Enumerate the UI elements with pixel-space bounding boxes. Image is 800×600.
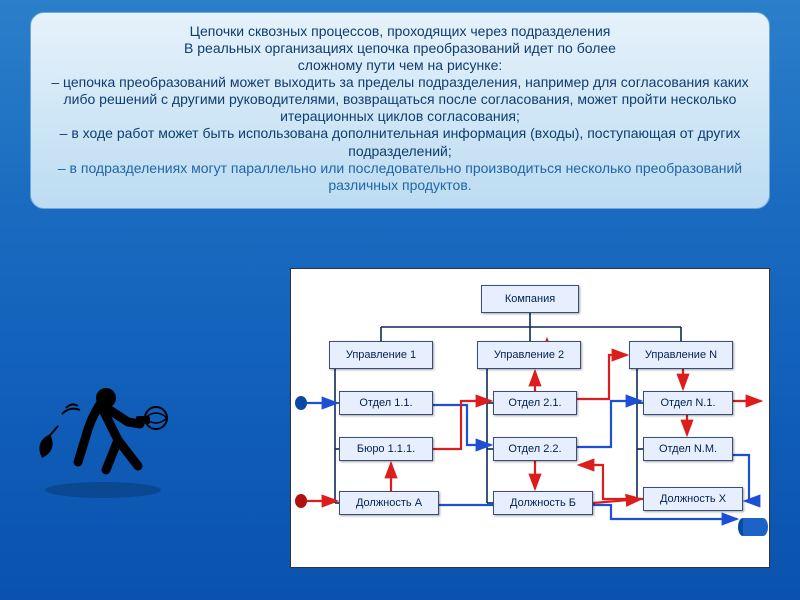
node-deptN1: Отдел N.1. xyxy=(643,391,733,415)
node-dept21: Отдел 2.1. xyxy=(493,391,577,415)
panel-bullet-1: – цепочка преобразований может выходить … xyxy=(47,74,753,125)
panel-title: Цепочки сквозных процессов, проходящих ч… xyxy=(47,23,753,40)
node-bureau: Бюро 1.1.1. xyxy=(339,437,433,461)
node-dept11: Отдел 1.1. xyxy=(339,391,433,415)
clipart-running-man xyxy=(28,370,178,500)
org-diagram: Компания Управление 1 Управление 2 Управ… xyxy=(290,268,770,568)
node-mgmt1: Управление 1 xyxy=(329,341,433,369)
node-posA: Должность А xyxy=(339,491,439,515)
slide-background: Цепочки сквозных процессов, проходящих ч… xyxy=(0,0,800,600)
panel-intro1: В реальных организациях цепочка преобраз… xyxy=(47,40,753,57)
text-panel: Цепочки сквозных процессов, проходящих ч… xyxy=(30,12,770,209)
node-dept22: Отдел 2.2. xyxy=(493,437,577,461)
node-posB: Должность Б xyxy=(493,491,593,515)
node-posX: Должность Х xyxy=(643,487,743,511)
panel-bullet-3: – в подразделениях могут параллельно или… xyxy=(47,160,753,194)
node-deptNM: Отдел N.M. xyxy=(643,437,733,461)
node-mgmt2: Управление 2 xyxy=(477,341,581,369)
node-company: Компания xyxy=(481,285,579,313)
panel-intro2: сложному пути чем на рисунке: xyxy=(47,57,753,74)
panel-bullet-2: – в ходе работ может быть использована д… xyxy=(47,125,753,159)
node-mgmtN: Управление N xyxy=(629,341,733,369)
diagram-connectors xyxy=(291,269,769,567)
